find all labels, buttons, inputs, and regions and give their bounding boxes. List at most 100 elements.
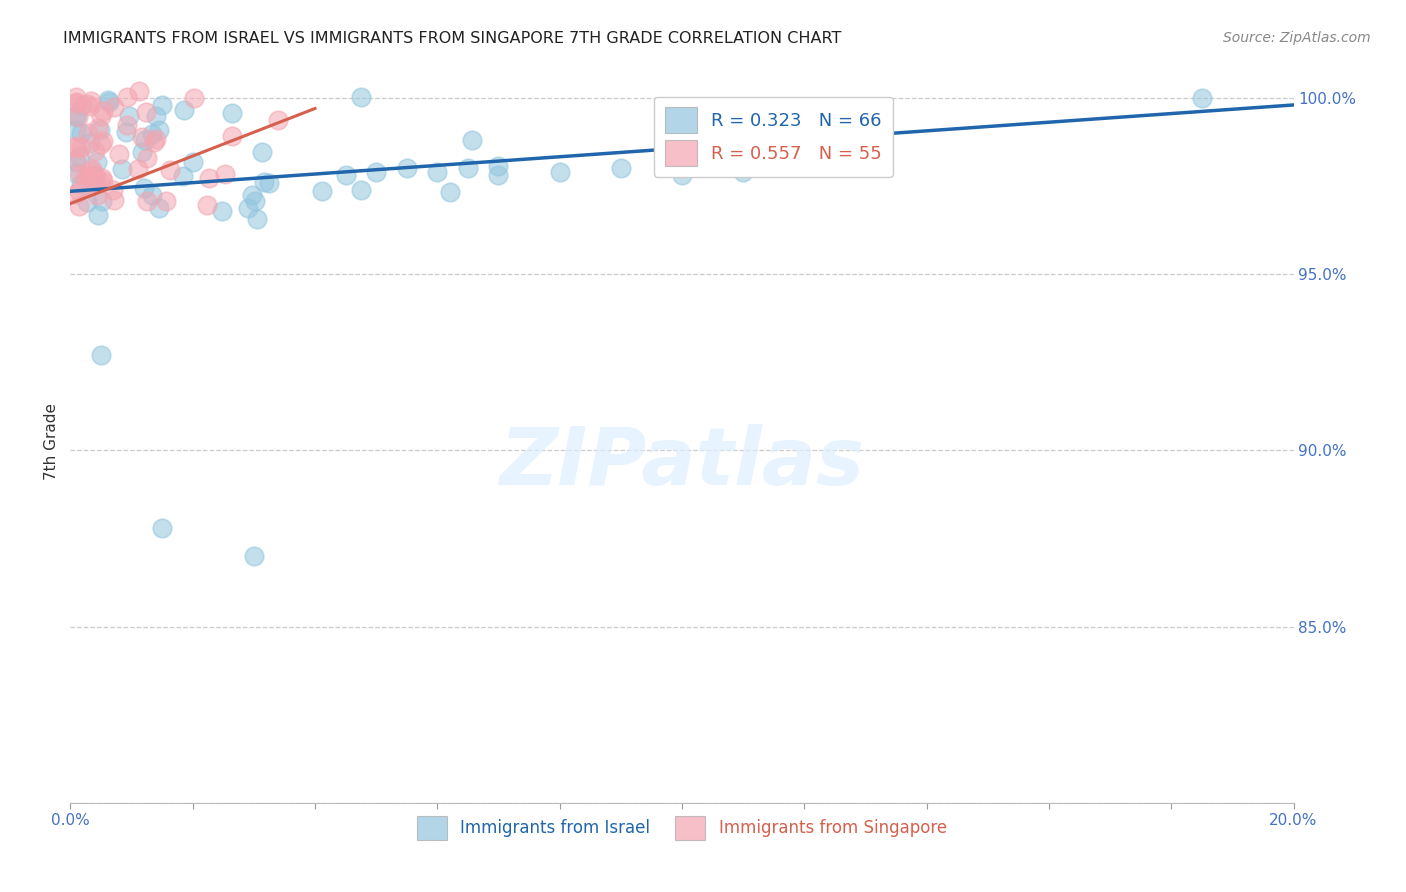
- Point: [86, 188, 108, 202]
- Point: [69, 168, 91, 182]
- Point: [134, 133, 156, 147]
- Point: [488, 169, 510, 183]
- Point: [257, 177, 280, 191]
- Point: [67, 199, 90, 213]
- Point: [65, 139, 87, 153]
- Point: [108, 147, 131, 161]
- Point: [115, 90, 138, 104]
- Point: [98, 95, 121, 109]
- Point: [548, 165, 571, 179]
- Point: [65, 95, 87, 109]
- Point: [253, 175, 276, 189]
- Point: [350, 90, 373, 104]
- Point: [243, 194, 266, 208]
- Point: [610, 161, 633, 176]
- Point: [671, 169, 693, 183]
- Point: [91, 194, 114, 208]
- Point: [91, 134, 114, 148]
- Point: [70, 126, 93, 140]
- Point: [79, 168, 101, 182]
- Point: [84, 169, 107, 183]
- Point: [155, 194, 177, 208]
- Point: [240, 188, 263, 202]
- Point: [132, 180, 155, 194]
- Point: [127, 161, 149, 176]
- Point: [79, 99, 101, 113]
- Point: [173, 103, 195, 118]
- Point: [457, 161, 479, 176]
- Point: [65, 110, 87, 124]
- Point: [89, 123, 111, 137]
- Point: [115, 118, 138, 132]
- Y-axis label: 7th Grade: 7th Grade: [44, 403, 59, 480]
- Point: [1191, 91, 1213, 105]
- Point: [733, 165, 755, 179]
- Point: [84, 144, 107, 158]
- Point: [246, 212, 269, 227]
- Point: [70, 140, 93, 154]
- Point: [65, 90, 87, 104]
- Point: [65, 166, 87, 180]
- Point: [118, 109, 141, 123]
- Legend: Immigrants from Israel, Immigrants from Singapore: Immigrants from Israel, Immigrants from …: [411, 810, 953, 847]
- Point: [65, 96, 87, 111]
- Point: [395, 161, 418, 176]
- Point: [67, 185, 90, 199]
- Point: [311, 185, 333, 199]
- Point: [66, 111, 89, 125]
- Point: [87, 208, 110, 222]
- Point: [80, 95, 103, 109]
- Point: [76, 194, 98, 209]
- Point: [143, 135, 166, 149]
- Point: [461, 133, 484, 147]
- Point: [488, 159, 510, 173]
- Point: [90, 109, 112, 123]
- Point: [150, 521, 173, 535]
- Point: [80, 162, 103, 177]
- Point: [91, 104, 114, 119]
- Point: [101, 183, 124, 197]
- Point: [439, 185, 461, 199]
- Point: [150, 98, 173, 112]
- Point: [75, 170, 97, 185]
- Text: Source: ZipAtlas.com: Source: ZipAtlas.com: [1223, 31, 1371, 45]
- Point: [426, 165, 449, 179]
- Point: [67, 149, 90, 163]
- Point: [135, 151, 157, 165]
- Point: [65, 108, 87, 122]
- Point: [181, 155, 204, 169]
- Point: [87, 120, 110, 135]
- Point: [65, 123, 87, 137]
- Point: [214, 167, 236, 181]
- Point: [221, 106, 243, 120]
- Point: [183, 91, 205, 105]
- Point: [267, 113, 290, 128]
- Text: IMMIGRANTS FROM ISRAEL VS IMMIGRANTS FROM SINGAPORE 7TH GRADE CORRELATION CHART: IMMIGRANTS FROM ISRAEL VS IMMIGRANTS FRO…: [63, 31, 842, 46]
- Point: [855, 158, 877, 172]
- Point: [211, 204, 233, 219]
- Point: [65, 141, 87, 155]
- Point: [77, 126, 100, 140]
- Text: ZIPatlas: ZIPatlas: [499, 425, 865, 502]
- Point: [236, 201, 259, 215]
- Point: [97, 93, 120, 107]
- Point: [136, 194, 159, 209]
- Point: [89, 175, 111, 189]
- Point: [366, 165, 388, 179]
- Point: [350, 183, 373, 197]
- Point: [70, 97, 93, 112]
- Point: [148, 123, 170, 137]
- Point: [65, 187, 87, 202]
- Point: [76, 169, 98, 184]
- Point: [114, 125, 136, 139]
- Point: [131, 130, 153, 145]
- Point: [141, 188, 163, 202]
- Point: [131, 145, 153, 159]
- Point: [90, 171, 112, 186]
- Point: [135, 105, 157, 120]
- Point: [128, 84, 150, 98]
- Point: [145, 131, 167, 145]
- Point: [141, 127, 163, 141]
- Point: [83, 177, 105, 191]
- Point: [76, 96, 98, 111]
